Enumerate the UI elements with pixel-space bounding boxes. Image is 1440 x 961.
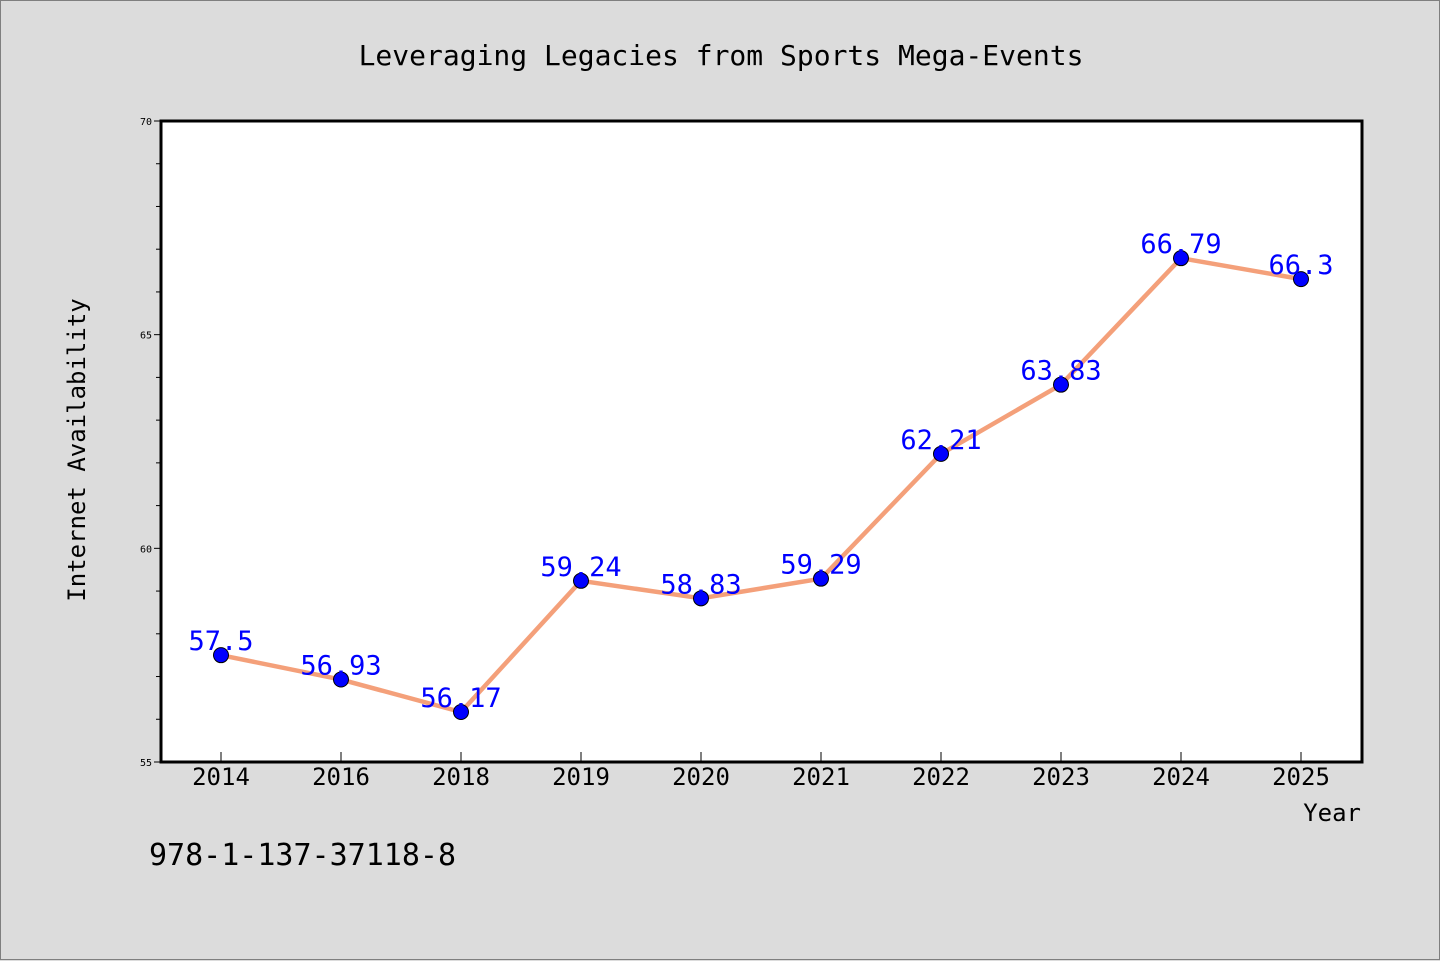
- isbn-footer: 978-1-137-37118-8: [149, 838, 456, 873]
- y-tick-label: 70: [140, 117, 152, 128]
- x-tick-label: 2024: [1152, 763, 1210, 791]
- data-label: 66.79: [1140, 229, 1221, 260]
- y-axis-ticks: 55 60 65 70: [140, 117, 161, 769]
- data-point: [453, 704, 469, 721]
- data-point: [813, 570, 829, 587]
- x-tick-label: 2022: [912, 763, 970, 791]
- x-tick-label: 2018: [432, 763, 490, 791]
- data-point: [693, 590, 709, 607]
- data-label: 59.24: [540, 552, 621, 583]
- data-label: 66.3: [1268, 250, 1333, 281]
- data-point: [333, 671, 349, 688]
- x-tick-label: 2014: [192, 763, 250, 791]
- data-label: 56.17: [420, 683, 501, 714]
- x-tick-label: 2020: [672, 763, 730, 791]
- data-point: [213, 647, 229, 664]
- chart-title: Leveraging Legacies from Sports Mega-Eve…: [359, 39, 1084, 72]
- data-point: [1293, 271, 1309, 288]
- data-point: [573, 572, 589, 589]
- y-tick-label: 55: [140, 758, 152, 769]
- x-axis-ticks: 2014 2016 2018 2019 2020 2021 2022 2023 2024 2025: [192, 752, 1330, 791]
- data-point: [1053, 376, 1069, 393]
- data-label: 58.83: [660, 569, 741, 600]
- y-axis-label: Internet Availability: [63, 298, 91, 601]
- x-axis-label: Year: [1303, 799, 1361, 827]
- x-tick-label: 2019: [552, 763, 610, 791]
- x-tick-label: 2016: [312, 763, 370, 791]
- plot-area: [159, 119, 1364, 764]
- x-tick-label: 2023: [1032, 763, 1090, 791]
- data-label: 63.83: [1020, 356, 1101, 387]
- data-label: 57.5: [188, 626, 253, 657]
- y-tick-label: 65: [140, 331, 152, 342]
- x-tick-label: 2025: [1272, 763, 1330, 791]
- data-point: [1173, 250, 1189, 267]
- data-point: [933, 445, 949, 462]
- y-tick-label: 60: [140, 544, 152, 555]
- series-group: 57.5 56.93 56.17 59.24 58.83 59.29 62.21 63.83 6…: [188, 229, 1334, 721]
- data-label: 62.21: [900, 425, 981, 456]
- data-label: 56.93: [300, 651, 381, 682]
- series-line: [218, 255, 1304, 715]
- x-tick-label: 2021: [792, 763, 850, 791]
- data-label: 59.29: [780, 550, 861, 581]
